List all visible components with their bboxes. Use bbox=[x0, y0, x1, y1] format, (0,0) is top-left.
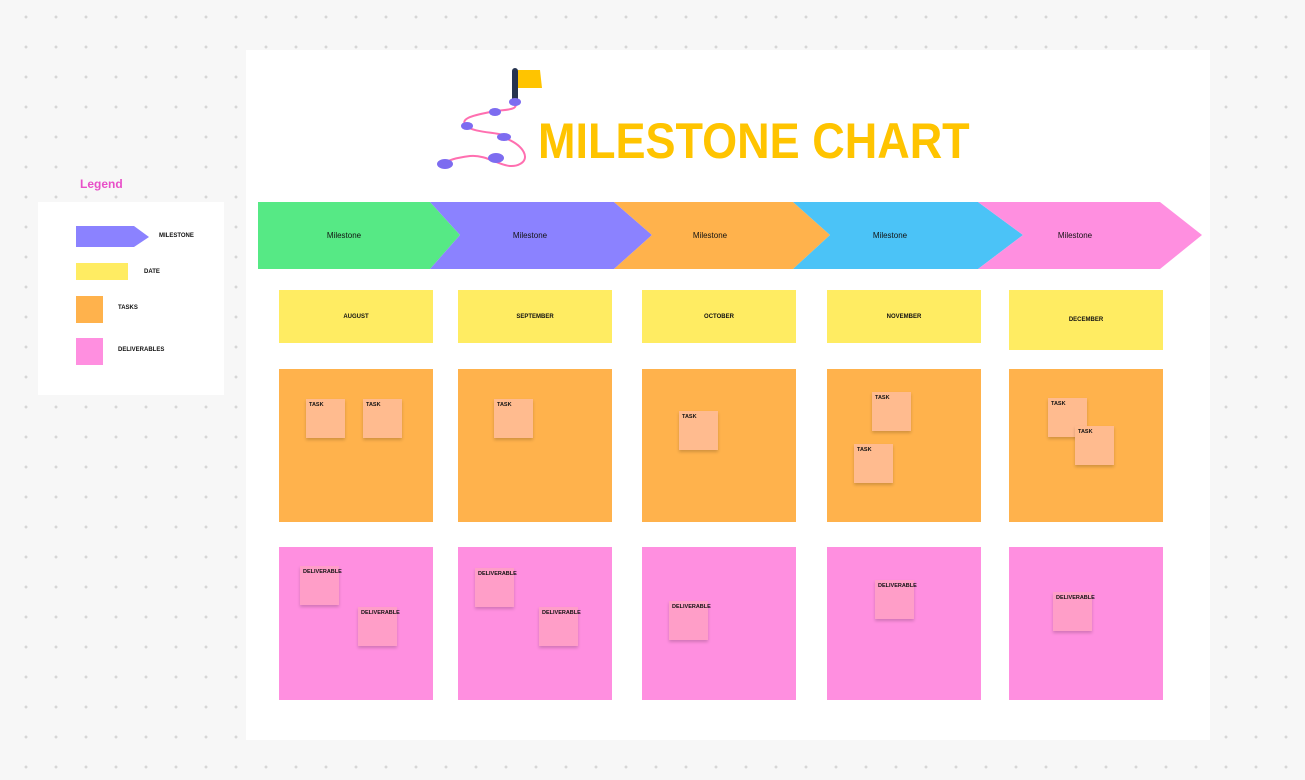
deliverables-area bbox=[642, 547, 796, 700]
legend-label-date: DATE bbox=[144, 269, 160, 275]
deliverable-sticky-note[interactable]: DELIVERABLE bbox=[875, 580, 917, 619]
date-box[interactable]: SEPTEMBER bbox=[458, 290, 612, 343]
date-box[interactable]: DECEMBER bbox=[1009, 290, 1163, 350]
legend-label-milestone: MILESTONE bbox=[159, 233, 194, 239]
legend-tasks-swatch bbox=[76, 296, 103, 323]
milestone-arrow-2 bbox=[430, 202, 652, 269]
legend-deliverables-swatch bbox=[76, 338, 103, 365]
milestone-arrow-1 bbox=[258, 202, 460, 269]
milestone-label[interactable]: Milestone bbox=[872, 231, 908, 240]
task-sticky-note[interactable]: TASK bbox=[306, 399, 345, 438]
deliverable-sticky-note[interactable]: DELIVERABLE bbox=[475, 568, 517, 607]
tasks-area bbox=[642, 369, 796, 522]
milestone-arrow-5 bbox=[978, 202, 1202, 269]
task-sticky-note[interactable]: TASK bbox=[363, 399, 402, 438]
deliverable-sticky-note[interactable]: DELIVERABLE bbox=[1053, 592, 1095, 631]
task-sticky-note[interactable]: TASK bbox=[872, 392, 911, 431]
tasks-area bbox=[458, 369, 612, 522]
legend-label-tasks: TASKS bbox=[118, 305, 138, 311]
milestone-arrow-3 bbox=[614, 202, 830, 269]
legend-milestone-swatch bbox=[76, 226, 149, 247]
milestone-path-illustration-icon bbox=[437, 68, 542, 169]
milestone-label[interactable]: Milestone bbox=[512, 231, 548, 240]
task-sticky-note[interactable]: TASK bbox=[1075, 426, 1114, 465]
deliverable-sticky-note[interactable]: DELIVERABLE bbox=[539, 607, 581, 646]
deliverable-sticky-note[interactable]: DELIVERABLE bbox=[669, 601, 711, 640]
task-sticky-note[interactable]: TASK bbox=[679, 411, 718, 450]
legend-date-swatch bbox=[76, 263, 128, 280]
tasks-area bbox=[279, 369, 433, 522]
date-box[interactable]: OCTOBER bbox=[642, 290, 796, 343]
deliverable-sticky-note[interactable]: DELIVERABLE bbox=[300, 566, 342, 605]
milestone-arrows bbox=[258, 202, 1202, 269]
deliverables-area bbox=[827, 547, 981, 700]
page-title: MILESTONE CHART bbox=[538, 113, 970, 169]
milestone-label[interactable]: Milestone bbox=[692, 231, 728, 240]
legend-title: Legend bbox=[80, 177, 123, 191]
date-box[interactable]: AUGUST bbox=[279, 290, 433, 343]
deliverable-sticky-note[interactable]: DELIVERABLE bbox=[358, 607, 400, 646]
task-sticky-note[interactable]: TASK bbox=[494, 399, 533, 438]
milestone-arrow-4 bbox=[793, 202, 1023, 269]
milestone-label[interactable]: Milestone bbox=[326, 231, 362, 240]
milestone-label[interactable]: Milestone bbox=[1057, 231, 1093, 240]
date-box[interactable]: NOVEMBER bbox=[827, 290, 981, 343]
task-sticky-note[interactable]: TASK bbox=[854, 444, 893, 483]
legend-label-deliverables: DELIVERABLES bbox=[118, 347, 165, 353]
